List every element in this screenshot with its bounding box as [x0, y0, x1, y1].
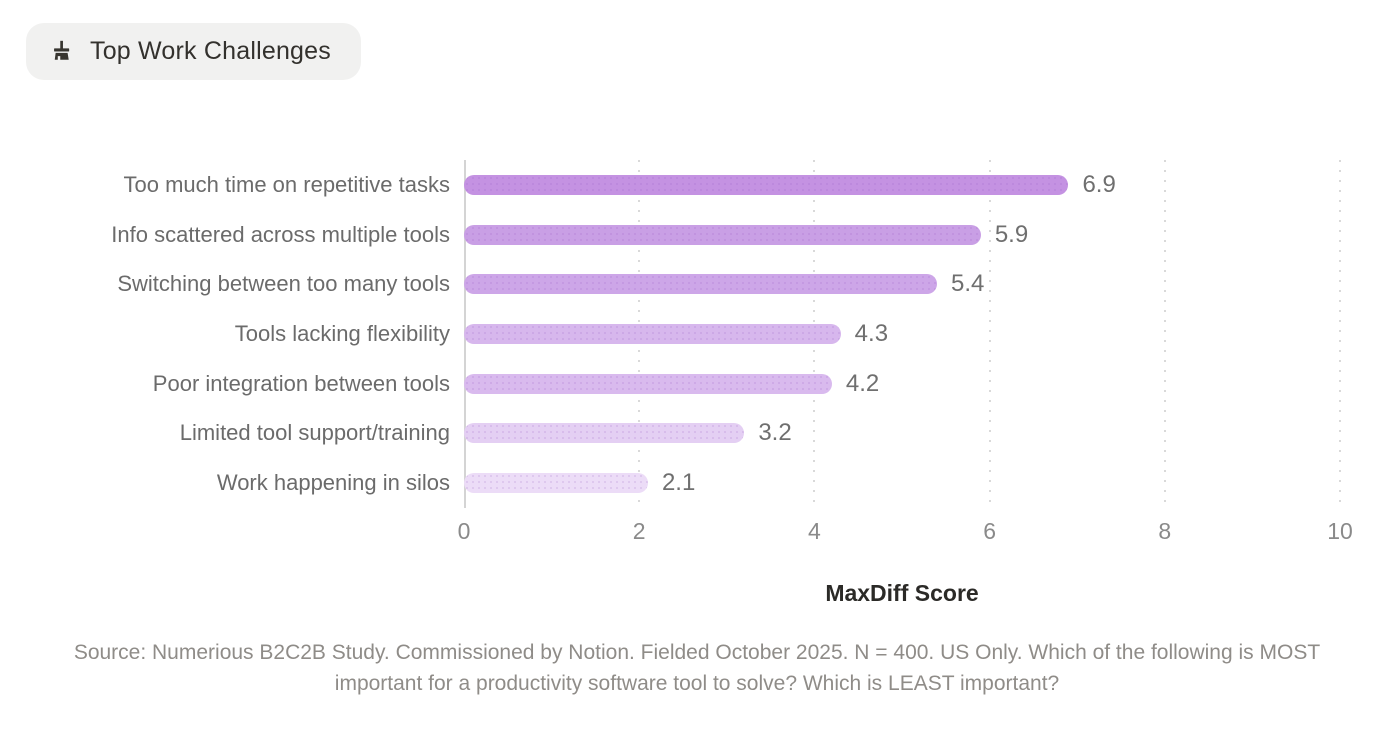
category-label: Tools lacking flexibility — [234, 321, 450, 347]
bar-row: Switching between too many tools 5.4 — [0, 259, 1340, 309]
bar — [464, 324, 841, 345]
bar — [464, 473, 648, 494]
bar — [464, 174, 1069, 195]
x-tick-label: 2 — [632, 518, 646, 544]
bar-track: 4.2 — [464, 370, 1340, 397]
x-axis-label: MaxDiff Score — [825, 580, 979, 606]
bar — [464, 423, 745, 444]
bar-row: Info scattered across multiple tools 5.9 — [0, 210, 1340, 260]
value-label: 2.1 — [661, 469, 696, 497]
value-label: 3.2 — [758, 419, 792, 447]
x-tick-label: 8 — [1158, 518, 1172, 544]
value-label: 5.4 — [951, 270, 985, 298]
x-tick-label: 10 — [1327, 518, 1353, 544]
category-label: Info scattered across multiple tools — [111, 221, 450, 247]
bar — [464, 224, 981, 245]
bar-row: Tools lacking flexibility 4.3 — [0, 309, 1340, 359]
x-tick-label: 0 — [457, 518, 471, 544]
category-label: Poor integration between tools — [152, 370, 450, 396]
bar-rows: Too much time on repetitive tasks 6.9 Info… — [0, 160, 1340, 508]
bar-row: Limited tool support/training 3.2 — [0, 409, 1340, 459]
bar — [464, 274, 938, 295]
value-label: 4.3 — [854, 320, 889, 348]
bar — [464, 373, 832, 394]
chart-title-badge: Top Work Challenges — [26, 23, 361, 80]
x-axis-tick-labels: 0 2 4 6 8 10 — [458, 518, 1353, 548]
category-label: Switching between too many tools — [117, 271, 450, 297]
bar-track: 5.9 — [464, 221, 1340, 248]
bar-track: 5.4 — [464, 270, 1340, 297]
bar-track: 3.2 — [464, 419, 1340, 446]
value-label: 4.2 — [845, 369, 880, 397]
value-label: 5.9 — [994, 220, 1029, 248]
broom-icon — [48, 38, 75, 65]
category-label: Work happening in silos — [216, 470, 450, 496]
chart-title: Top Work Challenges — [90, 37, 331, 65]
bar-track: 4.3 — [464, 320, 1340, 347]
source-note: Source: Numerious B2C2B Study. Commissio… — [73, 641, 1321, 695]
bar-row: Work happening in silos 2.1 — [0, 458, 1340, 508]
value-label: 6.9 — [1082, 170, 1116, 198]
x-tick-label: 4 — [807, 518, 821, 544]
bar-row: Poor integration between tools 4.2 — [0, 359, 1340, 409]
category-label: Too much time on repetitive tasks — [123, 171, 450, 197]
x-tick-label: 6 — [983, 518, 996, 544]
category-label: Limited tool support/training — [179, 420, 450, 446]
bar-track: 2.1 — [464, 469, 1340, 496]
bar-track: 6.9 — [464, 171, 1340, 198]
bar-row: Too much time on repetitive tasks 6.9 — [0, 160, 1340, 210]
